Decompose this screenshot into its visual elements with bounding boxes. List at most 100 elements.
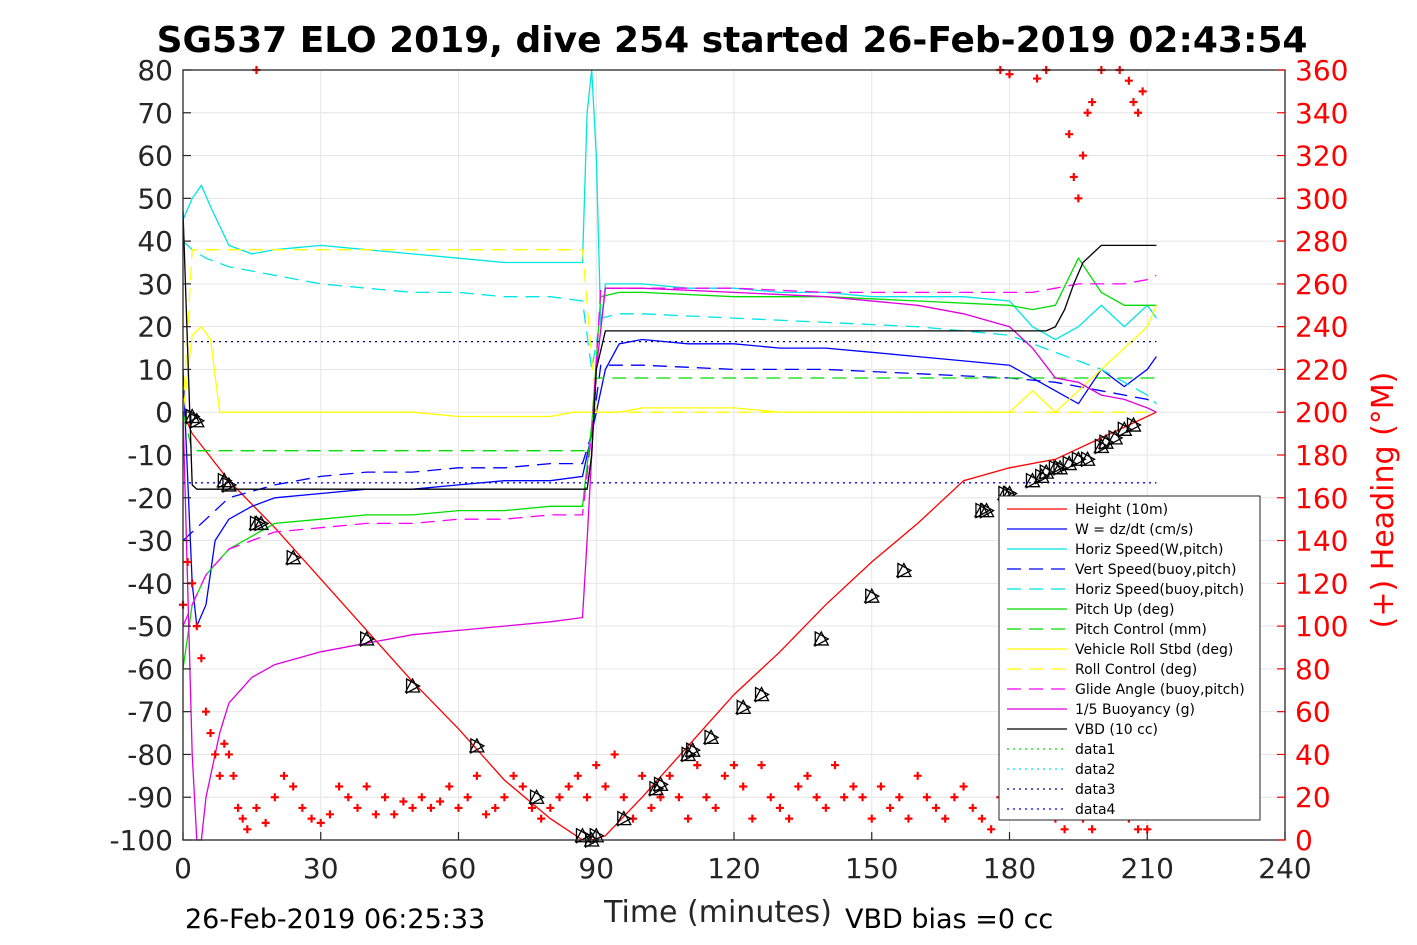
y-tick-label: 40 [137, 225, 173, 258]
heading-marker [344, 793, 353, 802]
legend-label: Vehicle Roll Stbd (deg) [1075, 642, 1233, 658]
y-right-tick-label: 0 [1295, 824, 1313, 857]
waypoint-marker [188, 412, 206, 429]
heading-marker [1088, 825, 1097, 834]
y-right-tick-label: 280 [1295, 225, 1348, 258]
heading-marker [730, 761, 738, 770]
legend-label: 1/5 Buoyancy (g) [1075, 702, 1195, 718]
y-tick-label: -70 [127, 696, 173, 729]
x-tick-label: 30 [303, 852, 339, 885]
heading-marker [932, 803, 941, 812]
heading-marker [234, 803, 243, 812]
heading-marker [876, 782, 885, 791]
series-line [182, 305, 1157, 418]
heading-marker [1124, 76, 1133, 85]
y-tick-label: -50 [127, 610, 173, 643]
y-right-tick-label: 120 [1295, 567, 1348, 600]
heading-marker [794, 782, 803, 791]
x-axis-label: Time (minutes) [603, 895, 832, 930]
x-tick-label: 150 [845, 852, 898, 885]
heading-marker [362, 782, 371, 791]
y-right-tick-label: 40 [1295, 738, 1331, 771]
y-right-tick-label: 360 [1295, 54, 1348, 87]
heading-marker [895, 793, 904, 802]
heading-marker [647, 803, 656, 812]
y-tick-label: 60 [137, 140, 173, 173]
y-tick-label: -40 [127, 567, 173, 600]
y-tick-label: 0 [155, 396, 173, 429]
heading-marker [913, 771, 922, 780]
heading-marker [261, 818, 270, 827]
heading-marker [1005, 70, 1014, 79]
y-right-tick-label: 160 [1295, 482, 1348, 515]
y-tick-label: 30 [137, 268, 173, 301]
heading-marker [537, 814, 546, 823]
heading-marker [1088, 98, 1097, 107]
heading-marker [224, 750, 233, 759]
heading-marker [840, 793, 849, 802]
heading-marker [201, 707, 210, 716]
legend-label: Glide Angle (buoy,pitch) [1075, 682, 1245, 698]
chart-title: SG537 ELO 2019, dive 254 started 26-Feb-… [157, 20, 1308, 61]
y-tick-label: -60 [127, 653, 173, 686]
heading-marker [1078, 151, 1087, 160]
heading-marker [463, 793, 472, 802]
x-tick-label: 210 [1121, 852, 1174, 885]
waypoint-layer [184, 408, 1142, 849]
heading-marker [821, 803, 830, 812]
legend-label: data3 [1075, 782, 1115, 798]
legend-label: data4 [1075, 802, 1116, 818]
heading-marker [766, 793, 775, 802]
waypoint-marker [220, 476, 238, 494]
legend-label: Roll Control (deg) [1075, 662, 1197, 678]
heading-marker [950, 793, 959, 802]
x-axis: 0 30 60 90 120 150 180 210 240 [174, 832, 1312, 885]
heading-marker [693, 761, 702, 770]
heading-marker [941, 814, 950, 823]
heading-marker [711, 803, 720, 812]
waypoint-marker [813, 630, 830, 648]
y-right-tick-label: 240 [1295, 311, 1348, 344]
heading-marker [775, 803, 784, 812]
heading-marker [390, 810, 399, 819]
x-tick-label: 120 [707, 852, 760, 885]
legend-label: data2 [1075, 762, 1115, 778]
waypoint-marker [753, 686, 770, 703]
heading-marker [325, 810, 334, 819]
heading-marker [812, 793, 821, 802]
heading-marker [1129, 98, 1138, 107]
heading-marker [527, 803, 536, 812]
heading-marker [546, 803, 555, 812]
waypoint-marker [1079, 450, 1096, 468]
footer-vbd-bias: VBD bias =0 cc [845, 904, 1053, 935]
waypoint-marker [863, 587, 881, 605]
heading-marker [665, 771, 674, 780]
heading-marker [270, 793, 279, 802]
heading-marker [610, 750, 619, 759]
heading-marker [436, 797, 445, 806]
heading-marker [280, 771, 289, 780]
heading-marker [886, 803, 895, 812]
heading-marker [831, 761, 840, 770]
x-tick-label: 240 [1258, 852, 1311, 885]
series-line [182, 287, 1157, 841]
y-right-tick-label: 200 [1295, 396, 1348, 429]
heading-marker [518, 782, 527, 791]
series-line [182, 274, 1157, 627]
y-axis-right: 3603403203002802602402202001801601401201… [1277, 54, 1348, 857]
series-line [182, 364, 1157, 542]
heading-marker [674, 793, 683, 802]
legend-label: Height (10m) [1075, 502, 1168, 518]
heading-marker [619, 793, 628, 802]
waypoint-marker [252, 515, 270, 532]
y-right-tick-label: 300 [1295, 182, 1348, 215]
waypoint-marker [1107, 429, 1124, 446]
heading-marker [371, 810, 380, 819]
heading-marker [417, 793, 426, 802]
legend-label: Pitch Up (deg) [1075, 602, 1174, 618]
y-tick-label: -90 [127, 781, 173, 814]
y-right-tick-label: 320 [1295, 140, 1348, 173]
heading-marker [215, 771, 224, 780]
x-tick-label: 0 [174, 852, 192, 885]
x-tick-label: 60 [441, 852, 477, 885]
